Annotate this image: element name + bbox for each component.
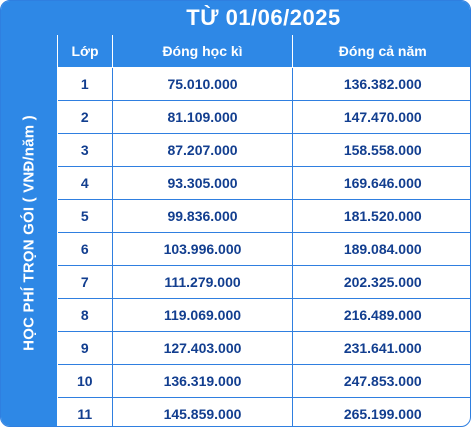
semester-fee-cell: 93.305.000 bbox=[112, 166, 293, 200]
column-header-semester: Đóng học kì bbox=[112, 35, 293, 68]
annual-fee-cell: 147.470.000 bbox=[292, 100, 470, 134]
annual-fee-cell: 169.646.000 bbox=[292, 166, 470, 200]
annual-fee-cell: 158.558.000 bbox=[292, 133, 470, 167]
table-row: 5 99.836.000 181.520.000 bbox=[57, 199, 470, 233]
semester-fee-cell: 81.109.000 bbox=[112, 100, 293, 134]
grade-cell: 7 bbox=[57, 265, 113, 299]
semester-fee-cell: 119.069.000 bbox=[112, 298, 293, 332]
grade-cell: 4 bbox=[57, 166, 113, 200]
table-row: 4 93.305.000 169.646.000 bbox=[57, 166, 470, 200]
table-row: 2 81.109.000 147.470.000 bbox=[57, 100, 470, 134]
column-header-grade: Lớp bbox=[57, 35, 113, 68]
table-row: 8 119.069.000 216.489.000 bbox=[57, 298, 470, 332]
grade-cell: 11 bbox=[57, 397, 113, 426]
grade-cell: 1 bbox=[57, 67, 113, 101]
semester-fee-cell: 87.207.000 bbox=[112, 133, 293, 167]
table-title: TỪ 01/06/2025 bbox=[57, 1, 470, 35]
grade-cell: 10 bbox=[57, 364, 113, 398]
table-row: 11 145.859.000 265.199.000 bbox=[57, 397, 470, 426]
annual-fee-cell: 247.853.000 bbox=[292, 364, 470, 398]
annual-fee-cell: 265.199.000 bbox=[292, 397, 470, 426]
semester-fee-cell: 127.403.000 bbox=[112, 331, 293, 365]
semester-fee-cell: 103.996.000 bbox=[112, 232, 293, 266]
table-row: 6 103.996.000 189.084.000 bbox=[57, 232, 470, 266]
table-row: 10 136.319.000 247.853.000 bbox=[57, 364, 470, 398]
grade-cell: 3 bbox=[57, 133, 113, 167]
table-row: 1 75.010.000 136.382.000 bbox=[57, 67, 470, 101]
grade-cell: 8 bbox=[57, 298, 113, 332]
tuition-table: Lớp Đóng học kì Đóng cả năm 1 75.010.000 1… bbox=[57, 35, 470, 426]
table-header-row: Lớp Đóng học kì Đóng cả năm bbox=[57, 35, 470, 68]
side-label: HỌC PHÍ TRỌN GÓI ( VNĐ/năm ) bbox=[20, 115, 38, 351]
column-header-year: Đóng cả năm bbox=[292, 35, 470, 68]
annual-fee-cell: 231.641.000 bbox=[292, 331, 470, 365]
grade-cell: 5 bbox=[57, 199, 113, 233]
semester-fee-cell: 136.319.000 bbox=[112, 364, 293, 398]
grade-cell: 9 bbox=[57, 331, 113, 365]
annual-fee-cell: 136.382.000 bbox=[292, 67, 470, 101]
annual-fee-cell: 216.489.000 bbox=[292, 298, 470, 332]
grade-cell: 2 bbox=[57, 100, 113, 134]
semester-fee-cell: 111.279.000 bbox=[112, 265, 293, 299]
table-row: 9 127.403.000 231.641.000 bbox=[57, 331, 470, 365]
semester-fee-cell: 99.836.000 bbox=[112, 199, 293, 233]
annual-fee-cell: 189.084.000 bbox=[292, 232, 470, 266]
annual-fee-cell: 181.520.000 bbox=[292, 199, 470, 233]
table-row: 3 87.207.000 158.558.000 bbox=[57, 133, 470, 167]
grade-cell: 6 bbox=[57, 232, 113, 266]
semester-fee-cell: 145.859.000 bbox=[112, 397, 293, 426]
table-row: 7 111.279.000 202.325.000 bbox=[57, 265, 470, 299]
side-panel: HỌC PHÍ TRỌN GÓI ( VNĐ/năm ) bbox=[1, 1, 57, 426]
semester-fee-cell: 75.010.000 bbox=[112, 67, 293, 101]
annual-fee-cell: 202.325.000 bbox=[292, 265, 470, 299]
